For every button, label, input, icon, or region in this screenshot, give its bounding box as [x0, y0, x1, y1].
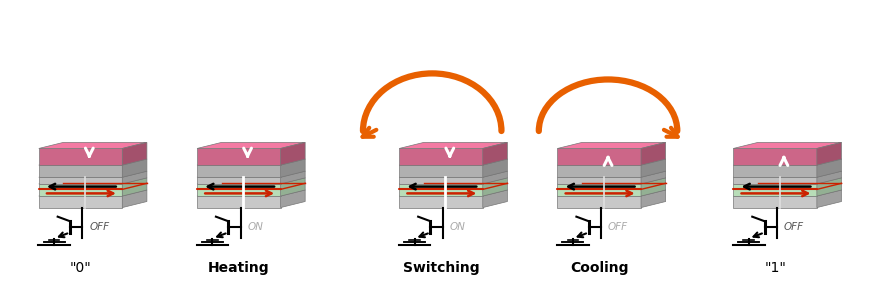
Polygon shape: [39, 171, 147, 177]
Polygon shape: [197, 142, 305, 148]
Polygon shape: [557, 177, 641, 184]
Text: OFF: OFF: [784, 222, 804, 232]
Text: Switching: Switching: [403, 261, 479, 275]
Polygon shape: [39, 190, 147, 196]
Polygon shape: [733, 148, 817, 165]
Polygon shape: [280, 142, 305, 165]
Polygon shape: [39, 177, 123, 184]
Polygon shape: [39, 184, 123, 196]
Polygon shape: [400, 159, 507, 165]
Polygon shape: [197, 178, 305, 184]
Polygon shape: [482, 171, 507, 184]
Polygon shape: [817, 159, 841, 177]
Polygon shape: [400, 142, 507, 148]
Polygon shape: [197, 171, 305, 177]
Polygon shape: [123, 142, 147, 165]
Polygon shape: [482, 142, 507, 165]
Polygon shape: [733, 178, 841, 184]
Polygon shape: [482, 190, 507, 207]
Polygon shape: [400, 177, 482, 184]
Polygon shape: [817, 171, 841, 184]
Polygon shape: [482, 159, 507, 177]
Polygon shape: [400, 184, 482, 196]
Polygon shape: [817, 142, 841, 165]
Polygon shape: [733, 196, 817, 207]
Polygon shape: [733, 142, 841, 148]
Polygon shape: [400, 190, 507, 196]
Polygon shape: [280, 190, 305, 207]
Polygon shape: [733, 159, 841, 165]
Text: ON: ON: [450, 222, 466, 232]
Polygon shape: [39, 178, 147, 184]
Polygon shape: [197, 148, 280, 165]
Polygon shape: [482, 178, 507, 196]
Polygon shape: [641, 142, 666, 165]
Text: ON: ON: [248, 222, 264, 232]
Text: "0": "0": [70, 261, 92, 275]
Polygon shape: [400, 165, 482, 177]
Polygon shape: [557, 165, 641, 177]
Polygon shape: [39, 196, 123, 207]
Polygon shape: [197, 165, 280, 177]
Polygon shape: [280, 171, 305, 184]
Polygon shape: [197, 177, 280, 184]
Polygon shape: [39, 148, 123, 165]
Polygon shape: [641, 178, 666, 196]
Polygon shape: [280, 178, 305, 196]
Polygon shape: [39, 142, 147, 148]
Text: Cooling: Cooling: [570, 261, 629, 275]
Text: OFF: OFF: [608, 222, 628, 232]
Polygon shape: [641, 190, 666, 207]
Polygon shape: [197, 190, 305, 196]
Polygon shape: [557, 142, 666, 148]
Polygon shape: [641, 171, 666, 184]
Polygon shape: [197, 159, 305, 165]
Polygon shape: [123, 178, 147, 196]
Polygon shape: [557, 171, 666, 177]
Polygon shape: [39, 159, 147, 165]
Polygon shape: [400, 178, 507, 184]
Text: "1": "1": [764, 261, 786, 275]
Polygon shape: [400, 196, 482, 207]
Polygon shape: [733, 165, 817, 177]
Polygon shape: [400, 148, 482, 165]
Polygon shape: [197, 196, 280, 207]
Polygon shape: [123, 171, 147, 184]
Polygon shape: [400, 171, 507, 177]
Polygon shape: [557, 159, 666, 165]
Polygon shape: [733, 184, 817, 196]
Polygon shape: [197, 184, 280, 196]
Polygon shape: [557, 148, 641, 165]
Polygon shape: [733, 171, 841, 177]
Polygon shape: [123, 190, 147, 207]
Polygon shape: [817, 190, 841, 207]
Polygon shape: [733, 190, 841, 196]
Text: Heating: Heating: [208, 261, 270, 275]
Polygon shape: [817, 178, 841, 196]
Text: OFF: OFF: [89, 222, 109, 232]
Polygon shape: [733, 177, 817, 184]
Polygon shape: [557, 178, 666, 184]
Polygon shape: [557, 184, 641, 196]
Polygon shape: [641, 159, 666, 177]
Polygon shape: [557, 196, 641, 207]
Polygon shape: [280, 159, 305, 177]
Polygon shape: [557, 190, 666, 196]
Polygon shape: [123, 159, 147, 177]
Polygon shape: [39, 165, 123, 177]
